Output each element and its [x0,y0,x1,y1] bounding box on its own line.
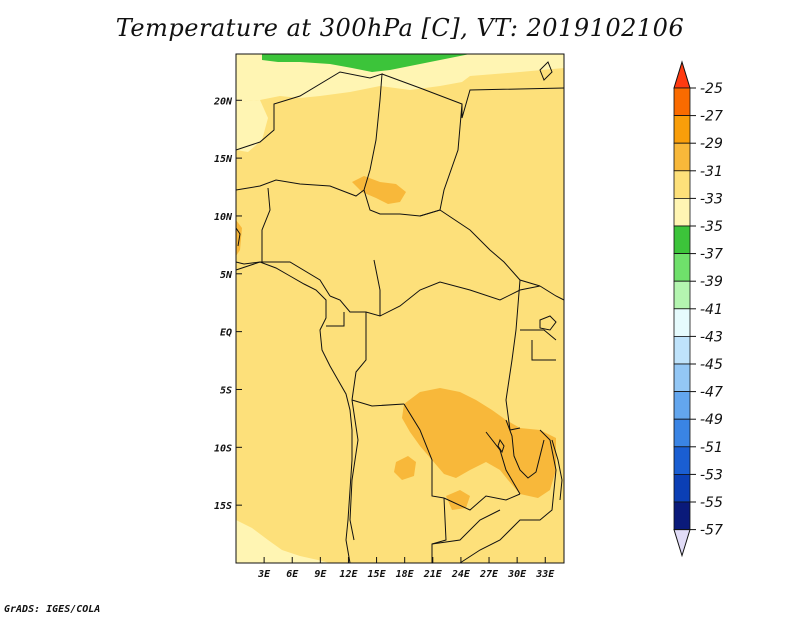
colorbar-label: -51 [700,440,723,456]
colorbar-bottom-triangle [673,529,691,558]
cool-region-southwest [236,520,330,563]
colorbar-label: -43 [700,329,723,345]
lon-tick-label: 12E [339,569,358,580]
lat-tick-label: 5S [220,385,232,396]
colorbar-label: -29 [700,136,723,152]
colorbar-label: -25 [700,81,723,97]
cool-region-south-edge [236,540,268,563]
lat-tick-label: EQ [220,328,232,339]
grads-credit: GrADS: IGES/COLA [4,604,101,615]
lat-tick-label: 20N [213,96,233,107]
warm-region-central-south [402,388,556,498]
lon-tick-label: 30E [507,569,527,580]
colorbar-label: -27 [700,109,723,125]
colorbar-label: -45 [700,357,723,373]
lon-tick-label: 24E [451,569,471,580]
longitude-ticks: 3E 6E 9E 12E 15E 18E 21E 24E 27E 30E 33E [257,557,555,580]
lat-tick-label: 10S [214,443,232,454]
colorbar: -25 -27 -29 -31 -33 -35 -37 -39 -41 -43 -45 -47 -49 -… [673,60,723,558]
map-plot: 3E 6E 9E 12E 15E 18E 21E 24E 27E 30E 33E 20N 15N 10N… [213,53,565,580]
cool-region-northwest [236,100,268,152]
lat-tick-label: 15S [214,501,232,512]
colorbar-label: -35 [700,219,723,235]
colorbar-label: -49 [700,412,723,428]
lon-tick-label: 27E [479,569,499,580]
colorbar-label: -53 [700,467,723,483]
colorbar-swatch [673,170,691,199]
colorbar-swatch [673,363,691,393]
colorbar-swatch [673,225,691,255]
lon-tick-label: 15E [368,569,387,580]
lon-tick-label: 18E [396,569,415,580]
latitude-ticks: 20N 15N 10N 5N EQ 5S 10S 15S [213,96,242,512]
colorbar-label: -37 [700,247,723,263]
cool-region-north [236,54,564,102]
colorbar-swatch [673,391,691,420]
colorbar-swatch [673,335,691,365]
colorbar-swatch [673,473,691,503]
colorbar-swatch [673,115,691,144]
warm-region-southeast [446,490,470,510]
lon-tick-label: 21E [423,569,443,580]
colorbar-label: -33 [700,191,723,207]
lon-tick-label: 3E [257,569,271,580]
colorbar-top-triangle [673,60,691,89]
lon-tick-label: 9E [314,569,327,580]
warm-region-lake-chad [352,176,406,204]
lat-tick-label: 15N [214,154,233,165]
colorbar-swatch [673,501,691,531]
colorbar-swatch [673,418,691,448]
lat-tick-label: 10N [214,212,233,223]
colorbar-label: -31 [700,164,723,180]
country-boundaries [235,71,565,564]
colorbar-label: -57 [700,523,723,539]
colorbar-swatch [673,253,691,282]
colorbar-swatch [673,87,691,117]
cold-region-top [262,54,470,72]
colorbar-label: -47 [700,385,723,401]
colorbar-label: -41 [700,302,723,318]
lon-tick-label: 6E [286,569,299,580]
colorbar-swatch [673,197,691,227]
colorbar-swatch [673,308,691,337]
map-frame [235,53,565,564]
colorbar-swatch [673,142,691,172]
coastline [235,61,565,564]
lon-tick-label: 33E [535,569,555,580]
colorbar-swatch [673,280,691,310]
colorbar-swatch [673,446,691,475]
warm-region-southwest-blob [394,456,416,480]
lat-tick-label: 5N [220,270,233,281]
colorbar-label: -39 [700,274,723,290]
chart-title: Temperature at 300hPa [C], VT: 201910210… [115,14,685,42]
colorbar-label: -55 [700,495,723,511]
